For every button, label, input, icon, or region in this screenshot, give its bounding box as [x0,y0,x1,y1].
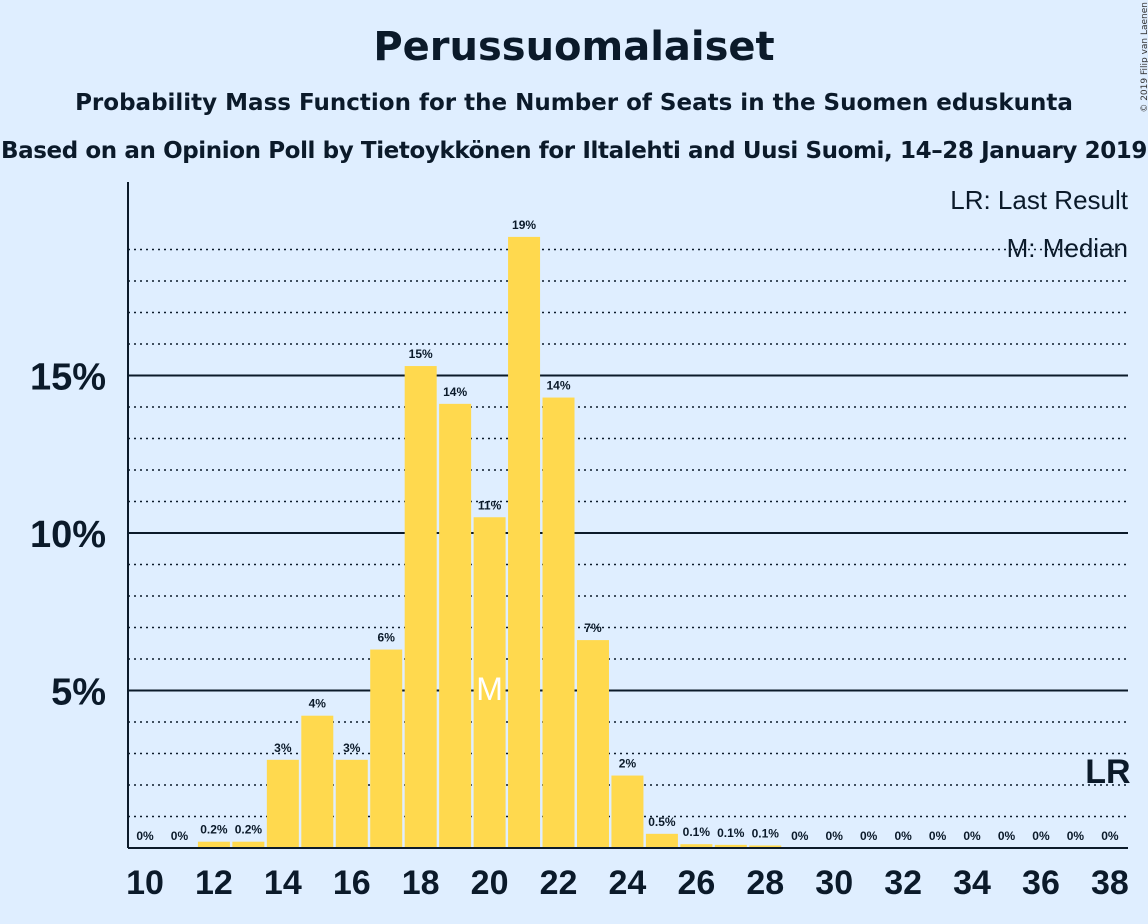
bar [335,759,368,848]
data-labels: 0% 0% 0.2% 0.2% 3% 4% 3% 6% 15% 14% 11% 19% 14% 7% 2% 0… [136,218,1130,843]
data-label: 0.1% [752,826,780,840]
data-label: 2% [619,757,637,771]
bar [266,759,299,848]
bar [404,366,437,848]
bar [232,841,265,848]
data-label: 0% [1101,829,1119,843]
data-label: 0% [1032,829,1050,843]
data-label: 0% [136,829,154,843]
chart-subtitle: Probability Mass Function for the Number… [75,90,1073,116]
data-label: 6% [378,631,396,645]
data-label: 0% [1067,829,1085,843]
chart-source-line: Based on an Opinion Poll by Tietoykkönen… [0,138,1148,164]
x-tick-label: 22 [540,864,578,902]
chart-title: Perussuomalaiset [373,24,775,70]
bar [197,841,230,848]
data-label: 0.1% [683,825,711,839]
data-label: 0.2% [235,823,263,837]
bar [645,833,678,848]
x-tick-label: 36 [1022,864,1060,902]
bar [542,397,575,848]
median-marker: M [476,671,503,707]
legend-last-result: LR: Last Result [950,185,1129,215]
bar [508,236,541,848]
bars [197,236,782,848]
data-label: 0% [929,829,947,843]
bar [611,775,644,848]
x-tick-label: 34 [953,864,991,902]
data-label: 0% [171,829,189,843]
x-tick-label: 12 [195,864,233,902]
data-label: 0% [963,829,981,843]
bar [680,844,713,848]
bar [576,640,609,848]
data-label: 19% [512,218,536,232]
bar [473,517,506,848]
y-tick-label: 5% [51,672,106,714]
x-tick-label: 14 [264,864,302,902]
axes: 5% 10% 15% 10 12 14 16 18 20 22 24 26 28 30 32 34 36 38 [30,182,1129,902]
x-tick-label: 32 [884,864,922,902]
data-label: 14% [443,385,467,399]
x-tick-label: 28 [746,864,784,902]
x-tick-label: 24 [609,864,647,902]
data-label: 0% [998,829,1016,843]
last-result-marker: LR [1085,753,1130,791]
x-tick-label: 30 [815,864,853,902]
bar [301,715,334,848]
bar [439,403,472,848]
data-label: 0% [826,829,844,843]
grid-lines [128,248,1128,818]
x-tick-label: 26 [677,864,715,902]
data-label: 3% [274,741,292,755]
data-label: 4% [309,697,327,711]
data-label: 7% [584,621,602,635]
data-label: 11% [478,498,502,512]
data-label: 0% [860,829,878,843]
x-tick-label: 16 [333,864,371,902]
y-tick-label: 10% [30,514,106,556]
data-label: 0.5% [648,815,676,829]
x-tick-label: 38 [1091,864,1129,902]
bar [714,844,747,848]
data-label: 15% [409,347,433,361]
data-label: 0.1% [717,826,745,840]
data-label: 0% [791,829,809,843]
y-tick-label: 15% [30,357,106,399]
x-tick-label: 18 [402,864,440,902]
bar [370,649,403,848]
bar [749,845,782,848]
legend-median: M: Median [1007,233,1128,263]
x-tick-label: 20 [471,864,509,902]
data-label: 14% [547,379,571,393]
data-label: 0% [894,829,912,843]
x-tick-label: 10 [126,864,164,902]
data-label: 0.2% [200,823,228,837]
data-label: 3% [343,741,361,755]
